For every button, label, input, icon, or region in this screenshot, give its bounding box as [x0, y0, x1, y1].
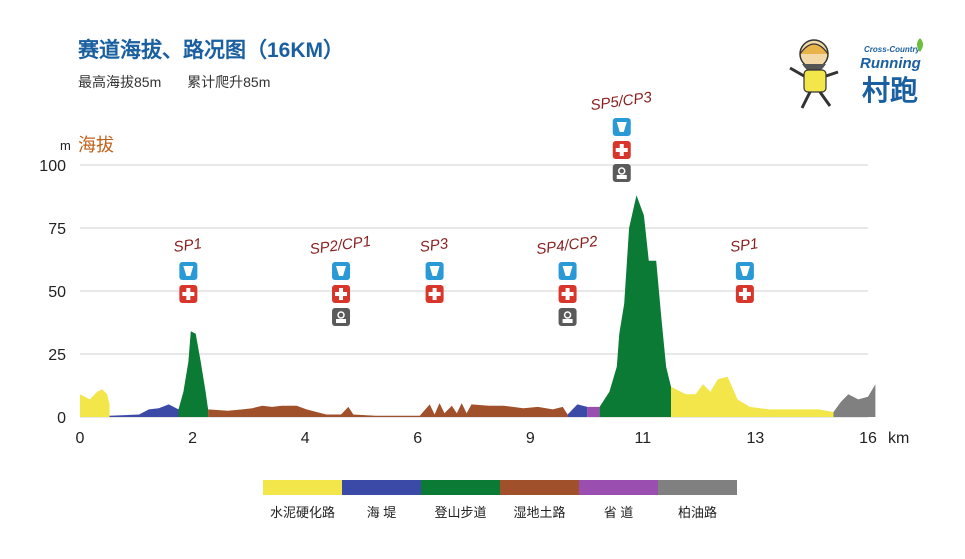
- legend-item: 湿地土路: [500, 480, 579, 521]
- x-tick-label: 16: [859, 430, 877, 447]
- elevation-segment: [833, 384, 876, 417]
- svg-text:Cross-Country: Cross-Country: [864, 45, 921, 54]
- elevation-segment: [178, 331, 209, 417]
- x-tick-label: 0: [76, 430, 85, 447]
- medical-icon: [332, 285, 351, 303]
- legend-label: 省 道: [603, 505, 634, 520]
- station-label: SP1: [729, 235, 759, 256]
- elevation-segment: [599, 195, 671, 417]
- medical-icon: [558, 285, 577, 303]
- total-climb-text: 累计爬升85m: [187, 74, 271, 90]
- max-altitude-text: 最高海拔85m: [78, 74, 162, 90]
- checkpoint-icon: [558, 308, 577, 326]
- legend-label: 水泥硬化路: [269, 505, 335, 520]
- legend-label: 海 堤: [366, 505, 397, 520]
- legend-label: 登山步道: [434, 505, 487, 520]
- chart-legend: 水泥硬化路 海 堤 登山步道 湿地土路 省 道 柏油路: [263, 480, 737, 521]
- legend-label: 柏油路: [677, 505, 717, 520]
- drink-icon: [179, 262, 198, 280]
- elevation-segment: [567, 404, 588, 417]
- legend-item: 海 堤: [342, 480, 421, 521]
- legend-label: 湿地土路: [513, 505, 566, 520]
- legend-item: 水泥硬化路: [263, 480, 342, 521]
- elevation-segment: [208, 403, 568, 417]
- drink-icon: [558, 262, 577, 280]
- drink-icon: [612, 118, 631, 136]
- legend-swatch: [342, 480, 421, 495]
- station-label: SP3: [419, 235, 450, 256]
- drink-icon: [332, 262, 351, 280]
- station-label: SP1: [172, 235, 202, 256]
- y-tick-label: 25: [48, 347, 66, 364]
- medical-icon: [179, 285, 198, 303]
- legend-swatch: [500, 480, 579, 495]
- elevation-segment: [80, 389, 110, 417]
- legend-swatch: [421, 480, 500, 495]
- medical-icon: [735, 285, 754, 303]
- legend-item: 省 道: [579, 480, 658, 521]
- medical-icon: [425, 285, 444, 303]
- legend-swatch: [579, 480, 658, 495]
- svg-text:Running: Running: [860, 55, 921, 72]
- x-tick-label: 2: [188, 430, 197, 447]
- x-unit-label: km: [888, 430, 909, 447]
- y-tick-label: 50: [48, 284, 66, 301]
- x-tick-label: 11: [635, 430, 652, 447]
- legend-item: 登山步道: [421, 480, 500, 521]
- station-label: SP5/CP3: [589, 89, 653, 115]
- y-unit-label: m: [60, 138, 71, 153]
- y-tick-label: 0: [57, 410, 66, 427]
- medical-icon: [612, 141, 631, 159]
- x-tick-label: 13: [747, 430, 765, 447]
- x-tick-label: 9: [526, 430, 535, 447]
- y-tick-label: 100: [39, 158, 66, 175]
- x-tick-label: 6: [413, 430, 422, 447]
- elevation-segment: [587, 406, 600, 417]
- station-label: SP2/CP1: [309, 233, 372, 258]
- running-logo: Cross-Country Running 村跑: [789, 38, 923, 109]
- elevation-segment: [671, 376, 834, 417]
- drink-icon: [735, 262, 754, 280]
- drink-icon: [425, 262, 444, 280]
- y-axis-label: 海拔: [78, 135, 114, 156]
- checkpoint-icon: [332, 308, 351, 326]
- elevation-segment: [109, 404, 179, 417]
- x-tick-label: 4: [301, 430, 310, 447]
- legend-item: 柏油路: [658, 480, 737, 521]
- elevation-chart: 0 25 50 75 100 m 海拔 0 2 4 6 9 11 13 16 km SP1 SP2/CP1 SP3 S…: [39, 89, 909, 447]
- legend-swatch: [263, 480, 342, 495]
- svg-text:村跑: 村跑: [862, 74, 918, 107]
- station-label: SP4/CP2: [535, 233, 599, 259]
- legend-swatch: [658, 480, 737, 495]
- chart-title: 赛道海拔、路况图（16KM）: [78, 39, 345, 62]
- checkpoint-icon: [612, 164, 631, 182]
- y-tick-label: 75: [48, 221, 66, 238]
- chart-subtitle: 最高海拔85m 累计爬升85m: [78, 72, 292, 92]
